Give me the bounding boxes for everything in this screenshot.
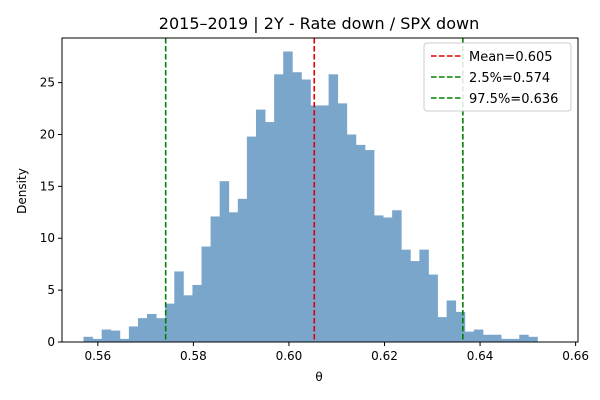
histogram-bar	[283, 51, 293, 342]
histogram-bar	[210, 216, 221, 342]
histogram-bar	[137, 318, 148, 342]
histogram-bar	[301, 79, 311, 342]
histogram-bar	[328, 74, 339, 342]
histogram-bar	[174, 271, 184, 342]
histogram-bar	[255, 109, 266, 342]
histogram-bar	[101, 329, 112, 342]
histogram-bar	[265, 122, 275, 342]
histogram-bar	[401, 249, 411, 342]
histogram-bar	[319, 105, 329, 342]
histogram-bar	[92, 338, 103, 342]
histogram-bar	[83, 336, 93, 342]
y-axis: 0 5 10 15 20 25	[40, 76, 62, 349]
histogram-bar	[446, 300, 457, 342]
histogram-bar	[392, 210, 402, 342]
histogram-bar	[292, 72, 302, 343]
histogram-bar	[201, 246, 211, 342]
histogram-bar	[419, 249, 429, 342]
y-tick-label: 15	[40, 179, 55, 193]
histogram-bar	[428, 274, 438, 342]
legend-box	[423, 42, 572, 112]
x-tick-label: 0.60	[276, 349, 303, 363]
histogram-bar	[455, 311, 466, 342]
histogram-bar	[274, 74, 284, 342]
x-tick-label: 0.64	[467, 349, 494, 363]
x-tick-label: 0.56	[84, 349, 111, 363]
histogram-bar	[482, 334, 493, 342]
histogram-bar	[437, 317, 448, 342]
y-tick-label: 5	[47, 283, 55, 297]
legend-entry-label: 2.5%=0.574	[469, 71, 550, 86]
histogram-bar	[119, 338, 130, 342]
histogram-bar	[165, 303, 175, 342]
histogram-bar	[473, 329, 484, 342]
histogram-bar	[337, 103, 348, 342]
x-axis: 0.56 0.58 0.60 0.62 0.64 0.66	[84, 342, 589, 363]
histogram-bar	[364, 150, 375, 342]
histogram-bar	[492, 334, 502, 342]
legend: Mean=0.605 2.5%=0.574 97.5%=0.636	[423, 42, 572, 112]
legend-entry-label: Mean=0.605	[469, 50, 553, 65]
x-axis-label: θ	[315, 370, 322, 384]
plot-frame	[61, 37, 579, 343]
y-tick-label: 25	[40, 76, 55, 90]
chart-title: 2015–2019 | 2Y - Rate down / SPX down	[159, 14, 479, 33]
histogram-bar	[501, 338, 511, 342]
histogram-bar	[128, 326, 139, 342]
histogram-bar	[228, 212, 239, 342]
x-tick-label: 0.58	[180, 349, 207, 363]
histogram-bar	[373, 215, 384, 342]
histogram-bar	[464, 331, 475, 342]
x-tick-label: 0.62	[371, 349, 398, 363]
bars-group	[83, 51, 538, 343]
histogram-bar	[410, 261, 420, 342]
histogram-bar	[510, 338, 520, 342]
histogram-bar	[156, 318, 166, 342]
histogram-bar	[147, 313, 157, 342]
histogram-bar	[355, 144, 366, 342]
legend-entry-label: 97.5%=0.636	[469, 92, 558, 107]
histogram-bar	[519, 334, 529, 342]
y-axis-label: Density	[15, 168, 29, 214]
histogram-bar	[219, 181, 230, 342]
x-tick-label: 0.66	[562, 349, 589, 363]
histogram-bar	[183, 295, 193, 342]
histogram-bar	[346, 134, 357, 342]
histogram-bar	[310, 105, 320, 342]
y-tick-label: 20	[40, 127, 55, 141]
histogram-bar	[110, 330, 121, 342]
y-tick-label: 10	[40, 231, 55, 245]
histogram-bar	[192, 284, 202, 342]
histogram-bar	[383, 217, 393, 342]
histogram-bar	[246, 136, 257, 342]
histogram-bar	[237, 198, 248, 342]
histogram-bar	[528, 336, 538, 342]
y-tick-label: 0	[47, 335, 55, 349]
